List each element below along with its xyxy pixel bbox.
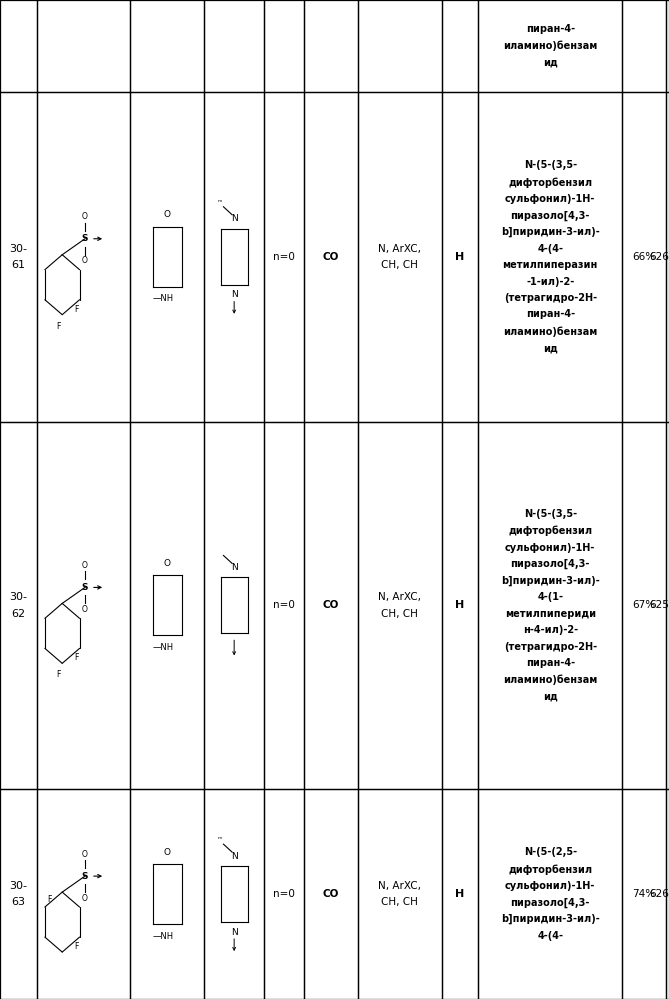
Text: F: F — [56, 322, 60, 331]
Text: 66%: 66% — [632, 252, 656, 262]
Text: O: O — [82, 560, 88, 570]
Text: 30-
61: 30- 61 — [9, 244, 27, 270]
Text: N: N — [231, 290, 237, 300]
Text: 30-
62: 30- 62 — [9, 592, 27, 618]
Text: 625,24: 625,24 — [649, 600, 669, 610]
Text: 74%: 74% — [632, 889, 656, 899]
Text: F: F — [47, 895, 52, 904]
Text: S: S — [82, 871, 88, 881]
Text: S: S — [82, 582, 88, 592]
Text: F: F — [74, 942, 78, 951]
Text: H: H — [456, 252, 464, 262]
Text: N: N — [231, 214, 237, 224]
Text: O: O — [164, 847, 171, 857]
Text: S: S — [82, 234, 88, 244]
Text: CO: CO — [323, 889, 339, 899]
Text: CO: CO — [323, 252, 339, 262]
Text: O: O — [82, 893, 88, 903]
Text: —NH: —NH — [153, 294, 174, 304]
Text: N, ArXC,
CH, CH: N, ArXC, CH, CH — [378, 592, 421, 618]
Text: F: F — [56, 670, 60, 679]
Text: 626,24: 626,24 — [649, 252, 669, 262]
Text: H: H — [456, 889, 464, 899]
Text: ᵐ: ᵐ — [218, 200, 222, 206]
Text: N: N — [231, 562, 237, 572]
Text: O: O — [164, 558, 171, 568]
Text: O: O — [82, 604, 88, 614]
Text: N, ArXC,
CH, CH: N, ArXC, CH, CH — [378, 881, 421, 907]
Text: N-(5-(2,5-
дифторбензил
сульфонил)-1Н-
пиразоло[4,3-
b]пиридин-3-ил)-
4-(4-: N-(5-(2,5- дифторбензил сульфонил)-1Н- п… — [501, 847, 599, 941]
Text: O: O — [82, 256, 88, 266]
Text: N: N — [231, 851, 237, 861]
Text: CO: CO — [323, 600, 339, 610]
Text: n=0: n=0 — [274, 600, 295, 610]
Text: 626,24: 626,24 — [649, 889, 669, 899]
Text: пиран-4-
иламино)бензам
ид: пиран-4- иламино)бензам ид — [503, 24, 597, 68]
Text: 67%: 67% — [632, 600, 656, 610]
Text: N-(5-(3,5-
дифторбензил
сульфонил)-1Н-
пиразоло[4,3-
b]пиридин-3-ил)-
4-(1-
мети: N-(5-(3,5- дифторбензил сульфонил)-1Н- п… — [501, 509, 599, 701]
Text: ᵐ: ᵐ — [218, 837, 222, 843]
Text: O: O — [164, 210, 171, 220]
Text: O: O — [82, 212, 88, 222]
Text: F: F — [74, 305, 78, 314]
Text: —NH: —NH — [153, 642, 174, 652]
Text: n=0: n=0 — [274, 252, 295, 262]
Text: —NH: —NH — [153, 931, 174, 941]
Text: N: N — [231, 927, 237, 937]
Text: F: F — [74, 653, 78, 662]
Text: N, ArXC,
CH, CH: N, ArXC, CH, CH — [378, 244, 421, 270]
Text: 30-
63: 30- 63 — [9, 881, 27, 907]
Text: H: H — [456, 600, 464, 610]
Text: N-(5-(3,5-
дифторбензил
сульфонил)-1Н-
пиразоло[4,3-
b]пиридин-3-ил)-
4-(4-
мети: N-(5-(3,5- дифторбензил сульфонил)-1Н- п… — [501, 161, 599, 353]
Text: n=0: n=0 — [274, 889, 295, 899]
Text: O: O — [82, 849, 88, 859]
